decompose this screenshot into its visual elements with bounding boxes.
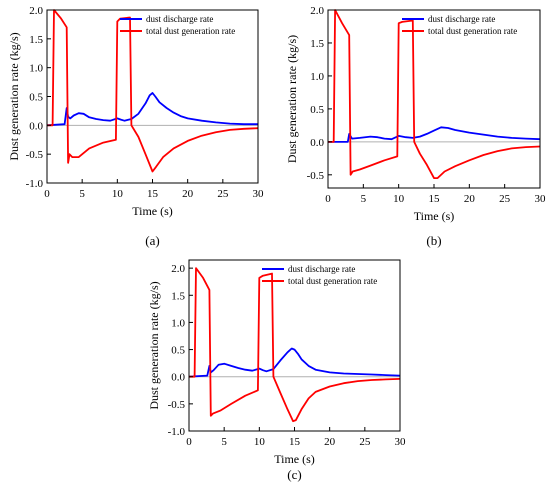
y-tick-label: 0.5 (310, 104, 324, 116)
x-tick-label: 15 (289, 436, 301, 448)
y-tick-label: 0.5 (29, 92, 43, 104)
y-tick-label: 0.5 (171, 345, 185, 357)
y-tick-label: -0.5 (168, 399, 186, 411)
y-tick-label: 0.0 (310, 137, 324, 149)
series-line-total-dust-generation-rate (328, 9, 541, 179)
legend-label: dust discharge rate (146, 14, 213, 24)
x-axis-title: Time (s) (274, 452, 315, 466)
chart-panel-2: 0 5 10 15 20 25 30 -1.0 -0.5 0.0 0.5 1.0 1.5 2.0 Time … (147, 259, 407, 482)
x-tick-label: 10 (112, 188, 124, 200)
x-axis-title: Time (s) (132, 204, 173, 218)
series-line-dust-discharge-rate (46, 92, 258, 127)
legend-label: dust discharge rate (288, 264, 355, 274)
panel-label: (a) (145, 233, 159, 248)
panel-label: (b) (426, 233, 441, 248)
series-line-total-dust-generation-rate (189, 267, 401, 423)
y-tick-label: 1.5 (29, 34, 43, 46)
x-tick-label: 20 (324, 436, 336, 448)
y-axis-title: Dust generation rate (kg/s) (285, 35, 299, 163)
y-tick-label: -0.5 (26, 149, 44, 161)
x-tick-label: 30 (253, 188, 265, 200)
legend-label: total dust generation rate (428, 26, 517, 36)
y-axis-title: Dust generation rate (kg/s) (7, 32, 21, 160)
y-tick-label: -1.0 (26, 178, 44, 190)
y-tick-label: 2.0 (171, 263, 185, 275)
y-tick-label: 2.0 (310, 5, 324, 17)
x-tick-label: 0 (44, 188, 50, 200)
series-line-dust-discharge-rate (188, 347, 401, 378)
x-tick-label: 15 (429, 193, 441, 205)
x-tick-label: 10 (393, 193, 405, 205)
legend-label: total dust generation rate (146, 26, 235, 36)
x-tick-label: 10 (254, 436, 266, 448)
y-tick-label: -0.5 (307, 170, 325, 182)
y-tick-label: 0.0 (29, 120, 43, 132)
x-tick-label: 20 (182, 188, 194, 200)
chart-panel-1: 0 5 10 15 20 25 30 -0.5 0.0 0.5 1.0 1.5 2.0 Time (s) D… (285, 5, 546, 248)
x-tick-label: 30 (395, 436, 407, 448)
y-tick-label: 1.0 (29, 63, 43, 75)
x-tick-label: 0 (186, 436, 192, 448)
series-line-dust-discharge-rate (328, 126, 541, 143)
y-tick-label: -1.0 (168, 426, 186, 438)
x-tick-label: 5 (361, 193, 367, 205)
y-tick-label: 1.0 (310, 71, 324, 83)
legend-label: total dust generation rate (288, 276, 377, 286)
plot-frame (327, 9, 541, 189)
x-tick-label: 5 (221, 436, 227, 448)
x-tick-label: 25 (217, 188, 229, 200)
x-axis-title: Time (s) (414, 209, 455, 223)
chart-panel-0: 0 5 10 15 20 25 30 -1.0 -0.5 0.0 0.5 1.0 1.5 2.0 Time … (7, 5, 264, 248)
x-tick-label: 30 (535, 193, 547, 205)
y-tick-label: 1.5 (171, 290, 185, 302)
x-tick-label: 25 (499, 193, 511, 205)
x-tick-label: 0 (325, 193, 331, 205)
y-tick-label: 1.0 (171, 317, 185, 329)
legend-label: dust discharge rate (428, 14, 495, 24)
y-axis-title: Dust generation rate (kg/s) (147, 281, 161, 409)
panel-label: (c) (287, 467, 301, 482)
y-tick-label: 1.5 (310, 38, 324, 50)
x-tick-label: 25 (359, 436, 371, 448)
x-tick-label: 5 (79, 188, 85, 200)
x-tick-label: 20 (464, 193, 476, 205)
y-tick-label: 0.0 (171, 372, 185, 384)
x-tick-label: 15 (147, 188, 159, 200)
y-tick-label: 2.0 (29, 5, 43, 17)
